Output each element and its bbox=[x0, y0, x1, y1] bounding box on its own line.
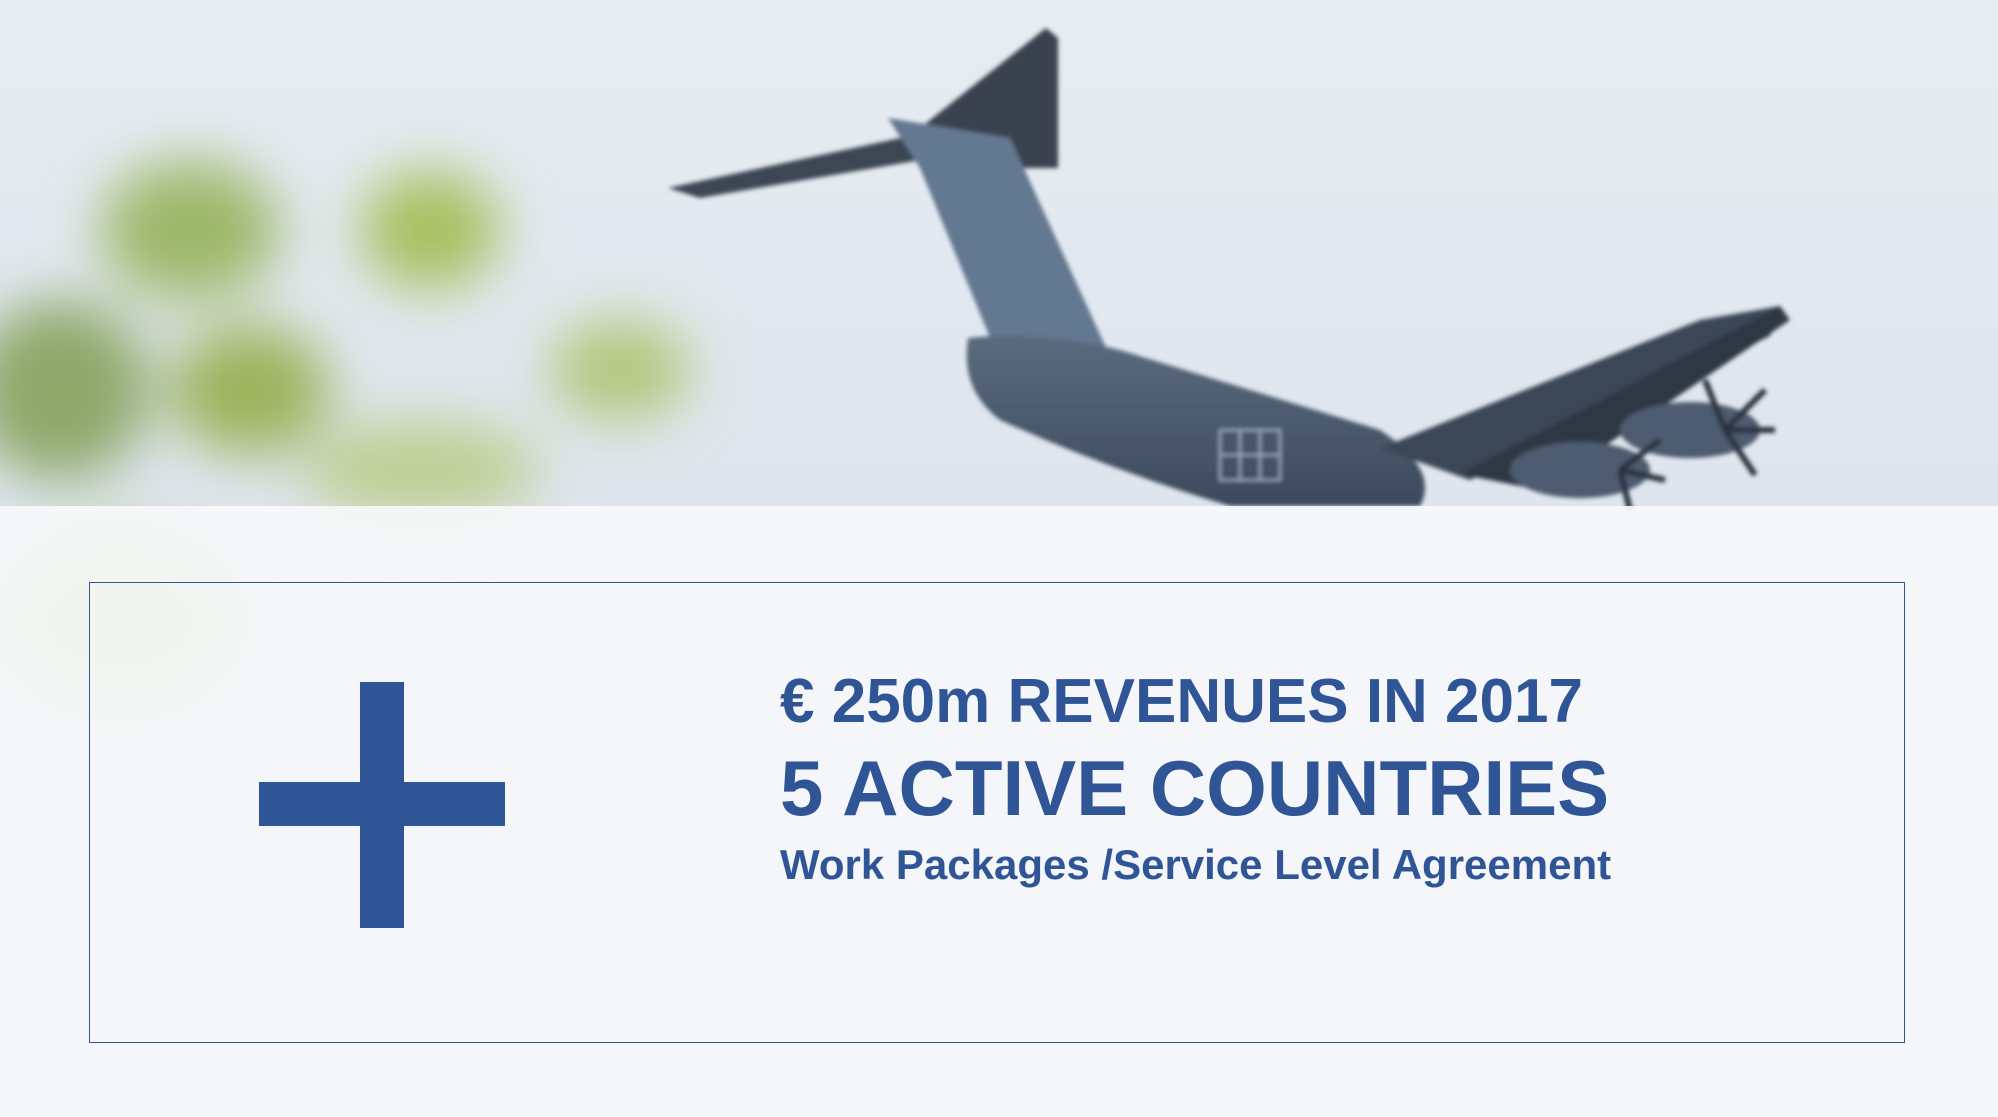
revenues-headline: € 250m REVENUES IN 2017 bbox=[780, 667, 1583, 736]
work-packages-detail: Work Packages /Service Level Agreement bbox=[780, 841, 1612, 888]
stats-panel bbox=[89, 582, 1905, 1043]
plus-icon bbox=[259, 682, 505, 928]
countries-headline: 5 ACTIVE COUNTRIES bbox=[780, 744, 1610, 832]
plus-icon-horizontal-bar bbox=[259, 782, 505, 826]
stats-text: € 250m REVENUES IN 2017 5 ACTIVE COUNTRI… bbox=[780, 662, 1880, 896]
